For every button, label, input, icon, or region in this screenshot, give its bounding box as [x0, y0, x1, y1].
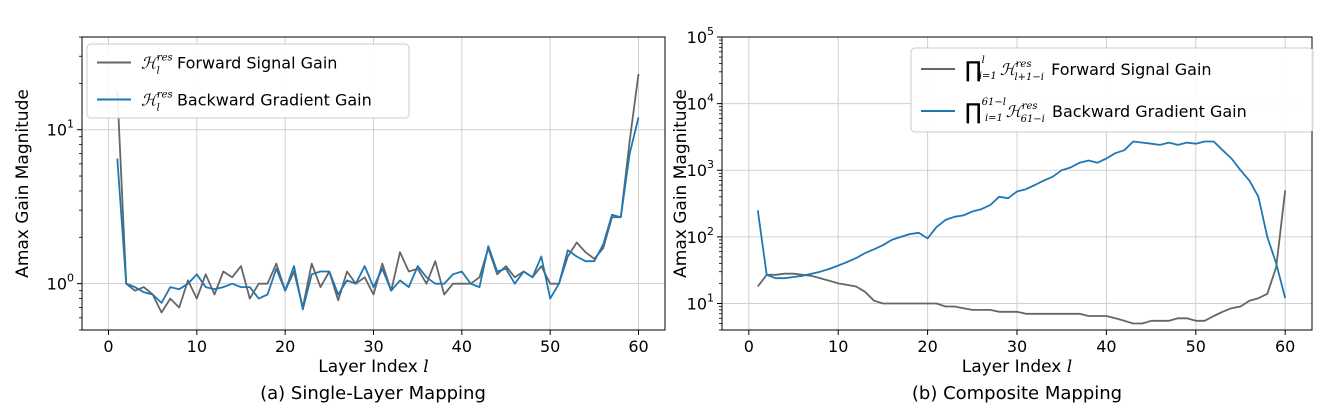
x-tick-label: 0: [103, 337, 113, 356]
legend-entry: ∏61−l i=1 ℋres 61−i Backward Gradient Gain: [921, 97, 1247, 125]
y-tick-label: 102: [687, 225, 714, 247]
legend-label: ℋres l Forward Signal Gain: [141, 53, 337, 77]
legend-entry: ℋres l Backward Gradient Gain: [97, 90, 372, 114]
panel-single-layer: 0 10 20 30 40 50 60 100 101 Layer Index l Amax Gai…: [13, 36, 666, 404]
y-tick-label: 100: [47, 272, 74, 294]
x-tick-label: 40: [452, 337, 472, 356]
panel-caption: (b) Composite Mapping: [912, 383, 1122, 404]
x-axis-label: Layer Index l: [318, 357, 428, 377]
backward-gradient-gain-line: [756, 140, 1287, 299]
panel-caption: (a) Single-Layer Mapping: [260, 383, 486, 404]
x-tick-label: 50: [1186, 337, 1206, 356]
y-tick-label: 104: [687, 92, 714, 114]
x-tick-label: 40: [1096, 337, 1116, 356]
legend-box: [910, 47, 1314, 133]
x-tick-label: 0: [744, 337, 754, 356]
x-tick-label: 30: [1007, 337, 1027, 356]
x-tick-label: 20: [275, 337, 295, 356]
legend-entry: ℋres l Forward Signal Gain: [97, 53, 337, 77]
y-axis-label: Amax Gain Magnitude: [13, 89, 33, 278]
forward-signal-gain-line: [757, 190, 1287, 325]
x-tick-label: 50: [540, 337, 560, 356]
y-tick-label: 103: [687, 158, 714, 180]
y-tick-label: 101: [47, 118, 74, 140]
legend-label: ∏l i=1 ℋres l+1−i Forward Signal Gain: [965, 55, 1212, 83]
legend-box: [86, 43, 410, 119]
x-tick-label: 10: [828, 337, 848, 356]
x-tick-label: 30: [363, 337, 383, 356]
x-tick-label: 60: [1275, 337, 1295, 356]
y-tick-label: 105: [687, 25, 714, 47]
y-tick-label: 101: [687, 291, 714, 313]
legend-label: ℋres l Backward Gradient Gain: [141, 90, 372, 114]
legend: ℋres l Forward Signal Gain ℋres l Backward …: [86, 43, 410, 119]
x-axis-label: Layer Index l: [962, 357, 1072, 377]
legend-entry: ∏l i=1 ℋres l+1−i Forward Signal Gain: [921, 55, 1212, 83]
legend: ∏l i=1 ℋres l+1−i Forward Signal Gain ∏61−l i…: [910, 47, 1314, 133]
x-tick-label: 20: [917, 337, 937, 356]
panel-composite: 0 10 20 30 40 50 60 101 102 103 104 105 Layer Index …: [671, 25, 1314, 404]
y-axis-label: Amax Gain Magnitude: [671, 89, 691, 278]
backward-gradient-gain-line: [116, 117, 640, 311]
x-tick-label: 60: [628, 337, 648, 356]
x-tick-label: 10: [187, 337, 207, 356]
legend-label: ∏61−l i=1 ℋres 61−i Backward Gradient Gain: [965, 97, 1247, 125]
